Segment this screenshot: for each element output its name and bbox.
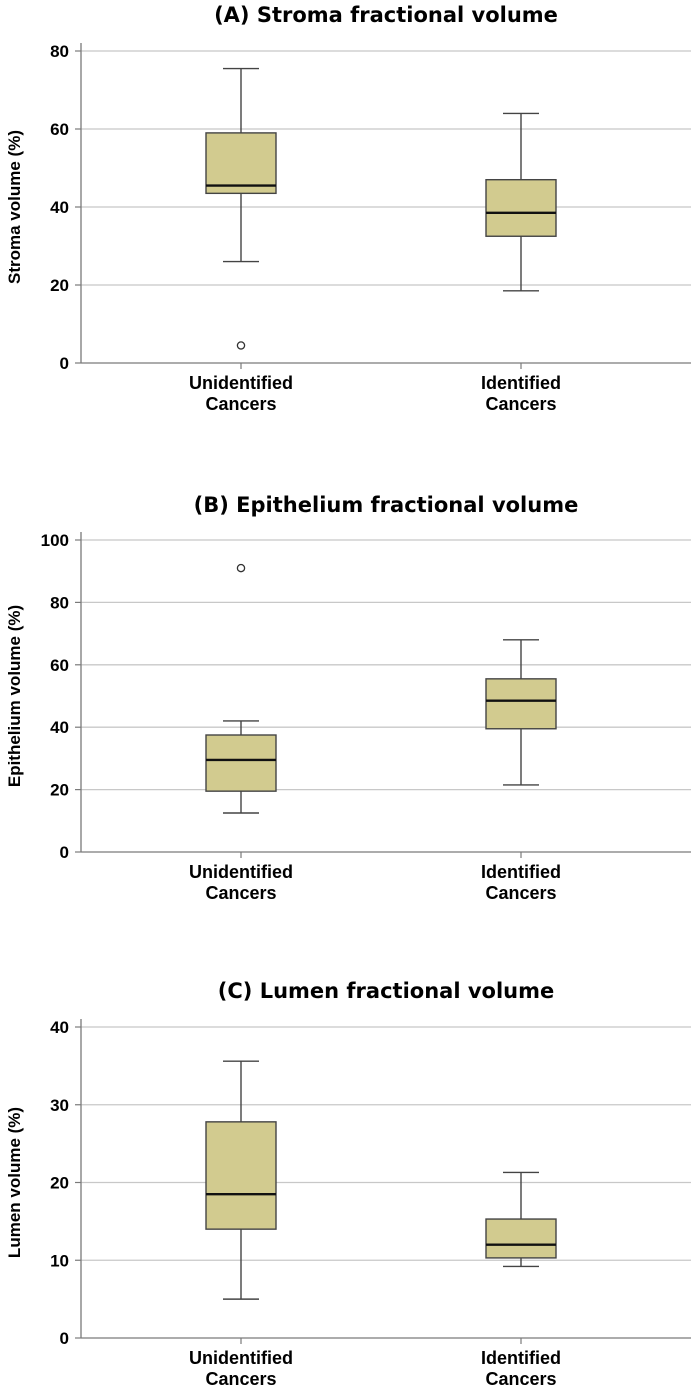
chart-panel-3: (C) Lumen fractional volume 0 10 20 30 40 Lume… <box>5 979 691 1389</box>
y-tick-label: 20 <box>50 1174 69 1193</box>
y-tick-label: 20 <box>50 276 69 295</box>
iqr-box <box>205 132 277 195</box>
box-identified <box>485 639 557 786</box>
y-tick-label: 30 <box>50 1096 69 1115</box>
y-tick-label: 10 <box>50 1251 69 1270</box>
iqr-box <box>485 1218 557 1259</box>
y-tick-label: 100 <box>41 531 69 550</box>
y-tick-label: 0 <box>60 354 69 373</box>
y-tick-label: 40 <box>50 1018 69 1037</box>
y-tick-label: 0 <box>60 843 69 862</box>
y-tick-label: 40 <box>50 718 69 737</box>
box-unidentified <box>205 1060 277 1300</box>
y-axis-title: Stroma volume (%) <box>5 130 24 284</box>
outlier-point <box>236 341 246 350</box>
chart-title: (A) Stroma fractional volume <box>214 3 558 27</box>
y-tick-label: 60 <box>50 120 69 139</box>
iqr-box <box>485 678 557 730</box>
y-tick-label: 60 <box>50 656 69 675</box>
x-category-label: Unidentified <box>189 862 293 882</box>
y-tick-label: 80 <box>50 593 69 612</box>
chart-title: (C) Lumen fractional volume <box>218 979 554 1003</box>
iqr-box <box>205 734 277 792</box>
x-category-label: Cancers <box>205 394 276 414</box>
x-category-label: Identified <box>481 862 561 882</box>
x-category-label: Unidentified <box>189 1348 293 1368</box>
chart-panel-2: (B) Epithelium fractional volume 0 20 40 60 8… <box>5 493 691 903</box>
box-identified <box>485 1171 557 1268</box>
box-unidentified <box>205 67 277 350</box>
y-tick-label: 40 <box>50 198 69 217</box>
iqr-box <box>205 1121 277 1230</box>
x-category-label: Unidentified <box>189 373 293 393</box>
x-category-label: Identified <box>481 1348 561 1368</box>
x-category-label: Cancers <box>485 1369 556 1389</box>
x-category-label: Cancers <box>485 394 556 414</box>
y-axis-title: Epithelium volume (%) <box>5 605 24 787</box>
y-tick-label: 0 <box>60 1329 69 1348</box>
y-tick-label: 80 <box>50 42 69 61</box>
box-unidentified <box>205 563 277 814</box>
y-tick-label: 20 <box>50 781 69 800</box>
chart-panel-1: (A) Stroma fractional volume 0 20 40 60 80 Str… <box>5 3 691 414</box>
chart-title: (B) Epithelium fractional volume <box>194 493 579 517</box>
x-category-label: Identified <box>481 373 561 393</box>
x-category-label: Cancers <box>205 1369 276 1389</box>
x-category-label: Cancers <box>205 883 276 903</box>
box-identified <box>485 112 557 292</box>
iqr-box <box>485 178 557 237</box>
y-axis-title: Lumen volume (%) <box>5 1107 24 1258</box>
outlier-point <box>236 563 246 573</box>
x-category-label: Cancers <box>485 883 556 903</box>
